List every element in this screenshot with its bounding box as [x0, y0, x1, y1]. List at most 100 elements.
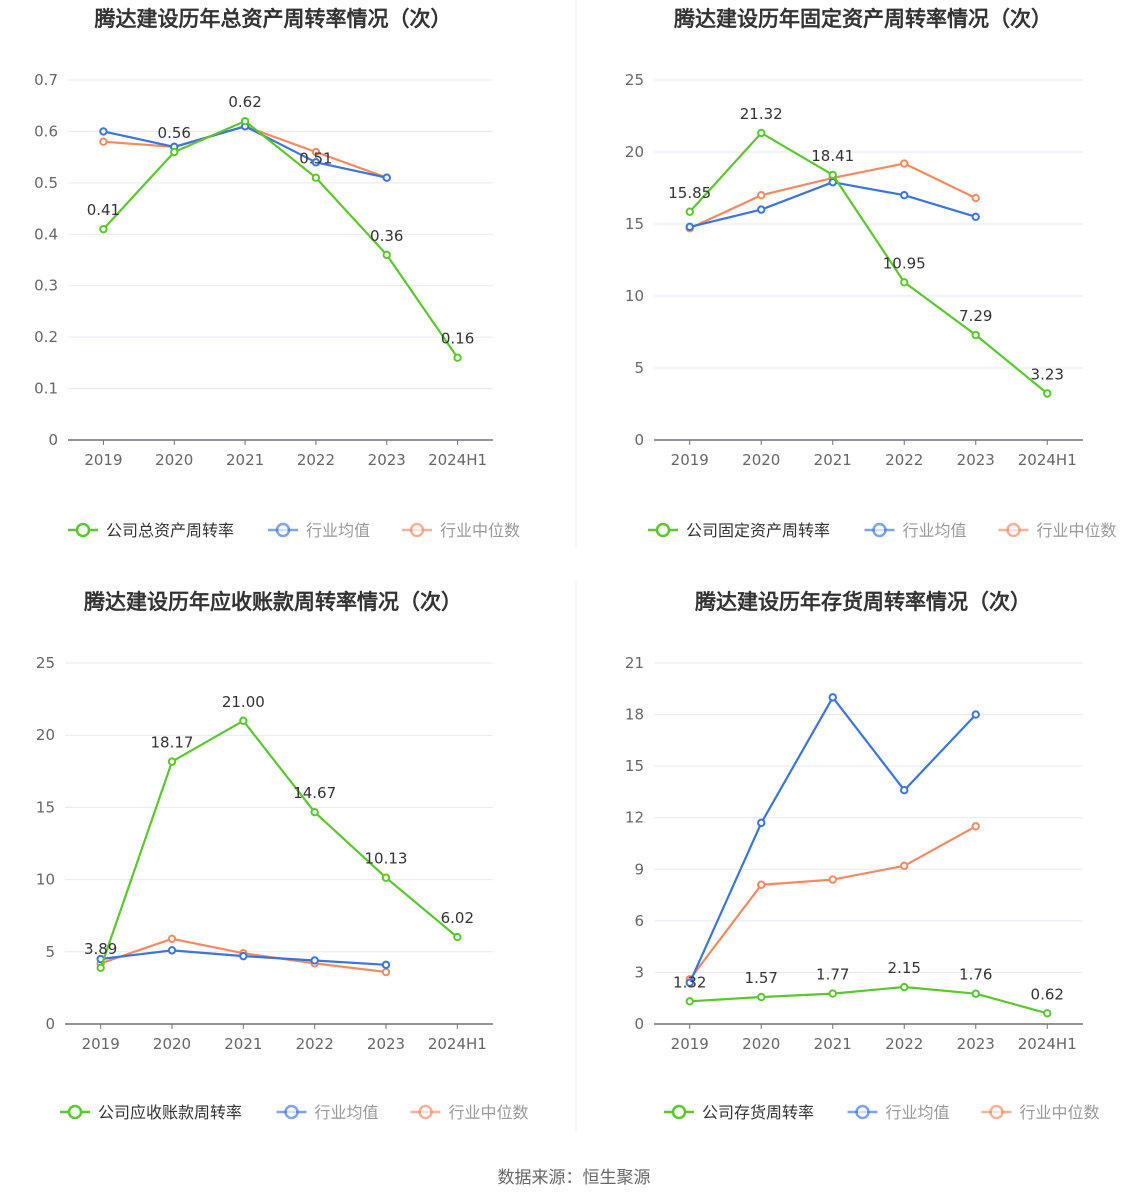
legend-marker — [418, 1104, 433, 1120]
data-label: 18.17 — [151, 734, 194, 752]
legend-item-average[interactable]: 行业均值 — [864, 521, 967, 540]
x-tick-label: 2021 — [814, 1035, 852, 1053]
x-tick-label: 2024H1 — [1018, 451, 1077, 469]
data-label: 15.85 — [668, 184, 711, 202]
data-point-average — [757, 205, 766, 214]
series-line-average — [688, 696, 977, 984]
source-text: 数据来源：恒生聚源 — [498, 1168, 651, 1188]
y-tick-label: 0 — [634, 431, 644, 449]
y-tick-label: 0.3 — [34, 277, 58, 295]
data-point-average — [167, 946, 177, 955]
data-label: 0.51 — [299, 150, 332, 168]
x-tick-label: 2024H1 — [1018, 1035, 1077, 1053]
y-tick-label: 0.5 — [34, 174, 58, 192]
data-point-company — [382, 250, 391, 260]
legend-item-median[interactable]: 行业中位数 — [998, 521, 1117, 540]
data-point-average — [685, 222, 694, 232]
data-point-company — [900, 278, 909, 287]
y-tick-label: 0 — [48, 431, 58, 449]
legend-marker — [1006, 522, 1021, 538]
data-label: 1.76 — [959, 966, 992, 984]
data-point-company — [310, 807, 319, 817]
y-tick-label: 0.2 — [34, 328, 58, 346]
legend-item-median[interactable]: 行业中位数 — [981, 1103, 1100, 1122]
data-point-average — [900, 191, 909, 200]
data-label: 10.95 — [883, 254, 926, 272]
data-point-company — [757, 128, 766, 138]
data-point-company — [311, 173, 321, 182]
data-point-company — [99, 224, 108, 234]
x-tick-label: 2020 — [742, 1035, 780, 1053]
x-tick-label: 2023 — [367, 1035, 405, 1053]
y-tick-label: 10 — [625, 287, 644, 305]
y-tick-label: 12 — [625, 809, 644, 827]
legend-label: 公司固定资产周转率 — [686, 521, 830, 540]
y-tick-label: 5 — [45, 943, 55, 961]
data-point-average — [382, 173, 391, 182]
series-line-company — [689, 985, 1048, 1015]
data-point-average — [971, 212, 980, 222]
legend-marker — [275, 522, 291, 538]
data-point-median — [971, 822, 980, 831]
x-tick-label: 2023 — [957, 451, 995, 469]
data-point-company — [96, 963, 105, 973]
data-label: 0.56 — [158, 124, 191, 142]
x-tick-label: 2019 — [671, 1035, 709, 1053]
data-point-average — [971, 710, 980, 719]
legend-marker — [67, 1104, 83, 1120]
chart-title: 腾达建设历年存货周转率情况（次） — [695, 590, 1031, 614]
legend-marker — [671, 1104, 687, 1120]
legend-item-company[interactable]: 公司固定资产周转率 — [648, 521, 830, 540]
data-point-average — [900, 786, 909, 795]
legend-item-median[interactable]: 行业中位数 — [402, 521, 520, 540]
legend-marker — [855, 1104, 870, 1120]
x-tick-label: 2022 — [296, 1035, 334, 1053]
data-point-company — [971, 989, 980, 998]
legend-item-average[interactable]: 行业均值 — [268, 521, 370, 540]
legend-item-company[interactable]: 公司总资产周转率 — [68, 521, 234, 540]
y-tick-label: 20 — [36, 726, 55, 744]
legend-item-average[interactable]: 行业均值 — [276, 1103, 379, 1122]
data-point-company — [240, 116, 250, 126]
legend-label: 公司总资产周转率 — [106, 521, 234, 540]
chart-title: 腾达建设历年应收账款周转率情况（次） — [84, 590, 462, 614]
data-point-average — [828, 693, 837, 702]
x-tick-label: 2022 — [297, 451, 335, 469]
x-tick-label: 2019 — [84, 451, 122, 469]
legend-marker — [872, 522, 887, 538]
data-point-median — [757, 880, 766, 889]
legend-marker — [75, 522, 91, 538]
data-label: 0.36 — [370, 227, 403, 245]
x-tick-label: 2021 — [226, 451, 264, 469]
data-label: 1.32 — [673, 973, 706, 991]
chart-panel-3: 腾达建设历年应收账款周转率情况（次） 0 5 10 15 20 25 2019 2020 2021… — [36, 590, 529, 1122]
y-tick-label: 18 — [625, 706, 644, 724]
y-tick-label: 10 — [36, 871, 55, 889]
legend-item-median[interactable]: 行业中位数 — [410, 1103, 529, 1122]
legend-marker — [409, 522, 425, 538]
chart-panel-2: 腾达建设历年固定资产周转率情况（次） 0 5 10 15 20 25 2019 2020 2021… — [625, 7, 1117, 540]
y-tick-label: 0 — [634, 1015, 644, 1033]
data-point-company — [170, 147, 179, 157]
data-label: 10.13 — [365, 850, 408, 868]
data-point-company — [1043, 1009, 1052, 1018]
series-line-company — [102, 120, 459, 359]
y-tick-label: 15 — [625, 215, 644, 233]
data-point-median — [99, 137, 108, 146]
data-label: 18.41 — [811, 147, 854, 165]
legend-item-average[interactable]: 行业均值 — [847, 1103, 950, 1122]
y-tick-label: 21 — [625, 654, 644, 672]
chart-title: 腾达建设历年固定资产周转率情况（次） — [674, 7, 1052, 31]
legend-item-company[interactable]: 公司存货周转率 — [664, 1103, 814, 1122]
legend-label: 行业中位数 — [1037, 521, 1117, 540]
data-label: 14.67 — [293, 784, 336, 802]
data-point-average — [685, 978, 694, 987]
x-tick-label: 2020 — [155, 451, 193, 469]
data-label: 3.23 — [1031, 365, 1064, 383]
data-point-company — [167, 757, 177, 766]
series-line-median — [688, 825, 977, 980]
x-tick-label: 2022 — [885, 451, 923, 469]
legend-item-company[interactable]: 公司应收账款周转率 — [60, 1103, 242, 1122]
data-point-company — [828, 170, 837, 180]
